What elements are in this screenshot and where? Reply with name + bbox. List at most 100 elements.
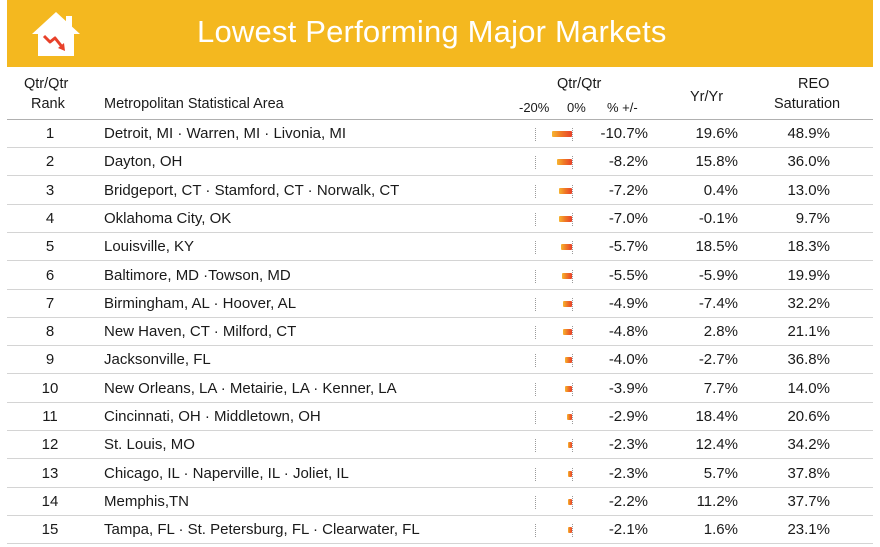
msa-cell: Oklahoma City, OK (104, 209, 232, 227)
qtr-change-bar (567, 442, 572, 449)
axis-tick-zero (572, 524, 573, 538)
qtr-change-cell: -2.3% (608, 436, 648, 454)
msa-cell: New Orleans, LA · Metairie, LA · Kenner,… (104, 379, 397, 397)
axis-tick-zero (572, 156, 573, 170)
qtr-change-cell: -4.0% (608, 351, 648, 369)
reo-saturation-cell: 23.1% (787, 521, 830, 539)
table-row: 13 Chicago, IL · Naperville, IL · Joliet,… (0, 460, 880, 488)
msa-cell: Bridgeport, CT · Stamford, CT · Norwalk,… (104, 181, 400, 199)
qtr-change-cell: -5.5% (608, 266, 648, 284)
axis-tick-zero (572, 495, 573, 509)
msa-cell: Dayton, OH (104, 153, 183, 171)
axis-tick-zero (572, 411, 573, 424)
qtr-change-bar (564, 385, 572, 392)
qtr-change-bar (563, 329, 572, 336)
qtr-change-cell: -8.2% (608, 153, 648, 171)
house-with-falling-arrow-icon (32, 12, 80, 56)
row-divider (7, 543, 873, 545)
qtr-change-cell: -7.0% (608, 209, 648, 227)
reo-saturation-cell: 48.9% (787, 125, 830, 142)
row-divider (7, 231, 873, 233)
reo-saturation-cell: 9.7% (795, 209, 830, 227)
qtr-change-bar (567, 470, 572, 477)
msa-cell: Cincinnati, OH · Middletown, OH (104, 408, 321, 425)
table-row: 7 Birmingham, AL · Hoover, AL -4.9% -7.4% 32… (0, 290, 880, 318)
axis-tick-zero (572, 212, 573, 226)
msa-cell: Baltimore, MD ·Towson, MD (104, 266, 291, 284)
qtr-axis-zero-label: 0% (567, 100, 586, 115)
rank-cell: 8 (45, 323, 55, 341)
axis-tick-zero (572, 128, 573, 141)
qtr-change-cell: -4.9% (608, 294, 648, 312)
row-divider (7, 486, 873, 488)
yr-header: Yr/Yr (690, 89, 724, 105)
msa-cell: New Haven, CT · Milford, CT (104, 323, 297, 341)
msa-cell: Jacksonville, FL (104, 351, 211, 369)
row-divider (7, 514, 873, 516)
reo-saturation-cell: 34.2% (787, 436, 830, 454)
axis-tick-minus20 (535, 269, 536, 283)
qtr-change-bar (561, 244, 572, 251)
yr-change-cell: 18.4% (695, 408, 738, 425)
yr-change-cell: 0.4% (703, 181, 738, 199)
reo-saturation-cell: 14.0% (787, 379, 830, 397)
axis-tick-minus20 (535, 439, 536, 453)
row-divider (7, 401, 873, 403)
qtr-change-bar (566, 414, 572, 420)
rank-header-line1: Qtr/Qtr (24, 76, 69, 92)
qtr-change-bar (562, 300, 572, 307)
rank-cell: 14 (41, 492, 59, 510)
rank-cell: 4 (45, 209, 55, 227)
axis-tick-zero (572, 467, 573, 481)
rank-cell: 11 (42, 408, 58, 425)
rank-cell: 15 (41, 521, 59, 539)
yr-change-cell: -5.9% (698, 266, 738, 284)
row-divider (7, 458, 873, 460)
rank-cell: 7 (45, 294, 55, 312)
qtr-change-bar (559, 215, 572, 222)
row-divider (7, 316, 873, 318)
reo-saturation-cell: 18.3% (787, 238, 830, 256)
yr-change-cell: 1.6% (703, 521, 738, 539)
rank-cell: 6 (45, 266, 55, 284)
title-banner: Lowest Performing Major Markets (7, 0, 873, 67)
qtr-change-cell: -5.7% (608, 238, 648, 256)
qtr-axis-minus20-label: -20% (519, 100, 550, 115)
table-row: 1 Detroit, MI · Warren, MI · Livonia, MI -… (0, 120, 880, 148)
msa-header: Metropolitan Statistical Area (104, 96, 284, 112)
qtr-change-bar (556, 159, 572, 166)
msa-cell: Chicago, IL · Naperville, IL · Joliet, I… (104, 464, 349, 482)
rank-cell: 13 (41, 464, 59, 482)
axis-tick-minus20 (535, 184, 536, 198)
qtr-change-cell: -2.9% (608, 408, 648, 425)
axis-tick-zero (572, 354, 573, 368)
qtr-change-bar (564, 357, 572, 364)
row-divider (7, 288, 873, 290)
msa-cell: Memphis,TN (104, 492, 190, 510)
qtr-pct-header: % +/- (607, 100, 638, 115)
table-row: 8 New Haven, CT · Milford, CT -4.8% 2.8% 21.… (0, 318, 880, 347)
msa-cell: Birmingham, AL · Hoover, AL (104, 294, 297, 312)
axis-tick-zero (572, 439, 573, 453)
axis-tick-zero (572, 297, 573, 311)
qtr-change-cell: -4.8% (608, 323, 648, 341)
qtr-change-bar (561, 272, 572, 279)
msa-cell: St. Louis, MO (104, 436, 195, 454)
table-row: 14 Memphis,TN -2.2% 11.2% 37.7% (0, 488, 880, 516)
qtr-change-bar (568, 527, 572, 534)
yr-change-cell: 19.6% (695, 125, 738, 142)
yr-change-cell: 15.8% (695, 153, 738, 171)
axis-tick-minus20 (535, 524, 536, 538)
yr-change-cell: 7.7% (703, 379, 738, 397)
axis-tick-minus20 (535, 354, 536, 368)
axis-tick-minus20 (535, 297, 536, 311)
yr-change-cell: 2.8% (703, 323, 738, 341)
axis-tick-minus20 (535, 241, 536, 255)
reo-saturation-cell: 21.1% (787, 323, 830, 341)
page-title: Lowest Performing Major Markets (197, 14, 667, 49)
yr-change-cell: 12.4% (695, 436, 738, 454)
yr-change-cell: -2.7% (698, 351, 738, 369)
qtr-change-bar (567, 498, 572, 505)
table-row: 11 Cincinnati, OH · Middletown, OH -2.9% 18… (0, 403, 880, 431)
header-divider (7, 119, 873, 120)
